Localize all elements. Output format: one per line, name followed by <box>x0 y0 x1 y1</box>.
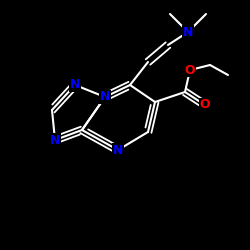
Text: N: N <box>70 78 80 92</box>
Text: N: N <box>183 26 193 38</box>
Text: O: O <box>185 64 195 76</box>
Text: N: N <box>100 90 110 104</box>
Text: N: N <box>50 134 60 146</box>
Text: O: O <box>200 98 210 112</box>
Text: N: N <box>113 144 123 156</box>
